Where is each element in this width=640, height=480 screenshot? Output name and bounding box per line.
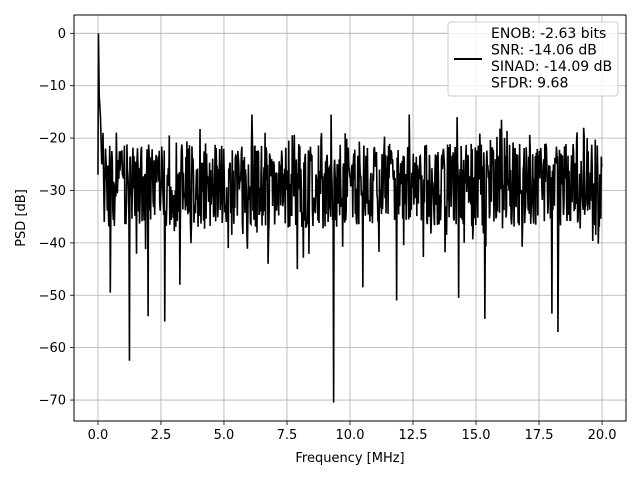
legend-entry-enob: ENOB: -2.63 bits	[491, 26, 606, 42]
series-psd	[97, 33, 603, 403]
x-tick-label: 5.0	[214, 428, 235, 443]
y-tick-label: −10	[39, 79, 66, 94]
y-tick-label: −70	[39, 394, 66, 409]
x-tick-label: 0.0	[88, 428, 109, 443]
x-tick-label: 17.5	[525, 428, 554, 443]
y-tick-label: −20	[39, 132, 66, 147]
legend: ENOB: -2.63 bits SNR: -14.06 dB SINAD: -…	[447, 21, 619, 97]
x-tick-label: 2.5	[151, 428, 172, 443]
x-tick-label: 7.5	[277, 428, 298, 443]
y-tick-label: −40	[39, 236, 66, 251]
legend-entry-sfdr: SFDR: 9.68	[491, 76, 568, 92]
legend-entry-snr: SNR: -14.06 dB	[491, 43, 597, 59]
x-tick-label: 20.0	[588, 428, 617, 443]
legend-entry-sinad: SINAD: -14.09 dB	[491, 59, 612, 75]
x-tick-label: 10.0	[336, 428, 365, 443]
x-axis-label: Frequency [MHz]	[295, 451, 404, 466]
x-tick-label: 15.0	[462, 428, 491, 443]
x-tick-label: 12.5	[399, 428, 428, 443]
y-tick-label: 0	[58, 27, 66, 42]
y-tick-label: −60	[39, 341, 66, 356]
y-axis-label: PSD [dB]	[14, 189, 29, 247]
y-tick-label: −50	[39, 289, 66, 304]
legend-box	[447, 21, 619, 97]
y-tick-label: −30	[39, 184, 66, 199]
axis-ticks: 0.0 2.5 5.0 7.5 10.0 12.5 15.0 17.5 20.0 0 −10 −20 −…	[39, 27, 617, 443]
series-line-psd	[97, 33, 603, 403]
